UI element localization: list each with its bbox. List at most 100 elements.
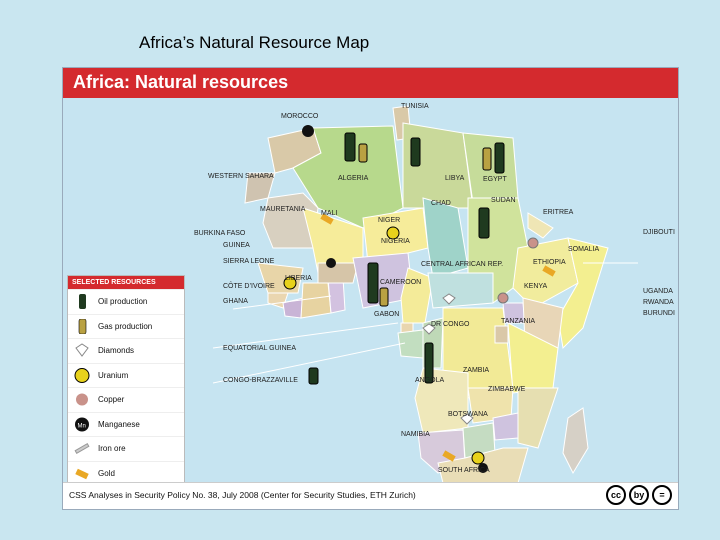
manganese-icon: [326, 258, 336, 268]
country-burkina-faso: [317, 262, 359, 284]
legend-item: Mn Manganese: [68, 411, 184, 437]
copper-icon: [527, 237, 539, 249]
oil-barrel-icon: [79, 294, 86, 309]
country-label: TUNISIA: [401, 103, 429, 110]
country-label: SIERRA LEONE: [223, 258, 275, 265]
country-label: BURKINA FASO: [194, 230, 246, 237]
oil-barrel-icon: [367, 262, 379, 304]
leader-line: [212, 342, 406, 384]
country-label: DJIBOUTI: [643, 229, 675, 236]
manganese-icon: Mn: [75, 417, 89, 431]
gas-barrel-icon: [379, 287, 389, 307]
country-label: CENTRAL AFRICAN REP.: [421, 261, 503, 268]
country-label: SOMALIA: [568, 246, 599, 253]
country-label: BURUNDI: [643, 310, 675, 317]
oil-barrel-icon: [478, 207, 490, 239]
country-label: SUDAN: [491, 197, 516, 204]
country-label: ALGERIA: [338, 175, 369, 182]
country-label: NIGERIA: [381, 238, 410, 245]
country-label: GHANA: [223, 298, 248, 305]
country-algeria: [292, 125, 404, 229]
gas-barrel-icon: [482, 147, 492, 171]
oil-barrel-icon: [410, 137, 421, 167]
oil-barrel-icon: [424, 342, 434, 384]
legend-item: Copper: [68, 387, 184, 412]
copper-icon: [76, 393, 88, 406]
island-madagascar: [562, 407, 589, 475]
map-figure: Africa: Natural resources: [62, 67, 679, 510]
country-label: KENYA: [524, 283, 548, 290]
oil-barrel-icon: [308, 367, 319, 385]
country-label: CAMEROON: [380, 279, 421, 286]
legend-item-label: Gold: [98, 468, 115, 478]
country-label: LIBERIA: [285, 275, 312, 282]
uranium-icon: [471, 451, 485, 465]
diamond-icon: [75, 343, 89, 357]
manganese-icon: [478, 463, 488, 473]
country-angola: [414, 367, 469, 434]
country-ethiopia: [512, 237, 579, 309]
diamond-icon: [422, 323, 436, 335]
country-label: NIGER: [378, 217, 400, 224]
country-label: ETHIOPIA: [533, 259, 566, 266]
nd-icon: =: [652, 485, 672, 505]
uranium-icon: [386, 226, 400, 240]
license-badges: cc by =: [606, 485, 672, 505]
legend-item-label: Iron ore: [98, 444, 126, 453]
country-label: LIBYA: [445, 175, 465, 182]
legend-item: Oil production: [68, 289, 184, 314]
legend-title: SELECTED RESOURCES: [68, 276, 184, 289]
legend-item: Iron ore: [68, 436, 184, 461]
oil-barrel-icon: [344, 132, 356, 162]
gold-icon: [442, 450, 456, 462]
legend-item-label: Copper: [98, 395, 125, 404]
country-label: ZIMBABWE: [488, 386, 526, 393]
legend-item: Uranium: [68, 362, 184, 388]
country-cote-divoire: [300, 282, 332, 319]
country-label: EGYPT: [483, 176, 507, 183]
country-label: MOROCCO: [281, 113, 319, 120]
map-header: Africa: Natural resources: [63, 68, 678, 98]
leader-line: [212, 322, 399, 349]
legend-item-label: Uranium: [98, 370, 129, 380]
country-label: MAURETANIA: [260, 206, 306, 213]
country-label: ZAMBIA: [463, 367, 489, 374]
country-labels: TUNISIA MOROCCO WESTERN SAHARA ALGERIA LIBYA…: [194, 103, 675, 474]
country-zimbabwe: [492, 412, 519, 441]
legend-item: Diamonds: [68, 338, 184, 363]
country-label: DR CONGO: [431, 321, 470, 328]
legend-item: Gas production: [68, 313, 184, 339]
diamond-icon: [460, 413, 474, 425]
legend-item-label: Diamonds: [98, 346, 135, 355]
country-mozambique: [517, 387, 559, 449]
cc-icon: cc: [606, 485, 626, 505]
slide-title: Africa’s Natural Resource Map: [139, 33, 370, 52]
footer: CSS Analyses in Security Policy No. 38, …: [63, 482, 678, 509]
country-label: ERITREA: [543, 209, 574, 216]
legend-item: Gold: [68, 460, 184, 486]
country-label: CONGO-BRAZZAVILLE: [223, 377, 298, 384]
country-label: GUINEA: [223, 242, 250, 249]
gold-icon: [75, 468, 89, 479]
manganese-icon: [302, 125, 314, 137]
country-label: NAMIBIA: [401, 431, 430, 438]
legend-item-label: Manganese: [98, 419, 140, 429]
legend: SELECTED RESOURCES Oil production Gas pro…: [67, 275, 185, 486]
copper-icon: [497, 292, 509, 304]
country-label: RWANDA: [643, 299, 674, 306]
country-label: CHAD: [431, 200, 451, 207]
map-title: Africa: Natural resources: [73, 72, 289, 92]
gold-icon: [320, 213, 334, 225]
country-somalia: [557, 237, 609, 350]
country-label: BOTSWANA: [448, 411, 488, 418]
country-label: CÔTE D’IVOIRE: [223, 281, 275, 290]
country-car: [427, 272, 494, 309]
gas-barrel-icon: [358, 143, 368, 163]
leader-line: [232, 295, 332, 310]
country-rwanda-burundi: [494, 325, 509, 344]
country-label: MALI: [321, 210, 337, 217]
iron-ore-icon: [74, 443, 90, 454]
country-label: SOUTH AFRICA: [438, 467, 490, 474]
oil-barrel-icon: [494, 142, 505, 174]
svg-text:Mn: Mn: [78, 423, 86, 429]
